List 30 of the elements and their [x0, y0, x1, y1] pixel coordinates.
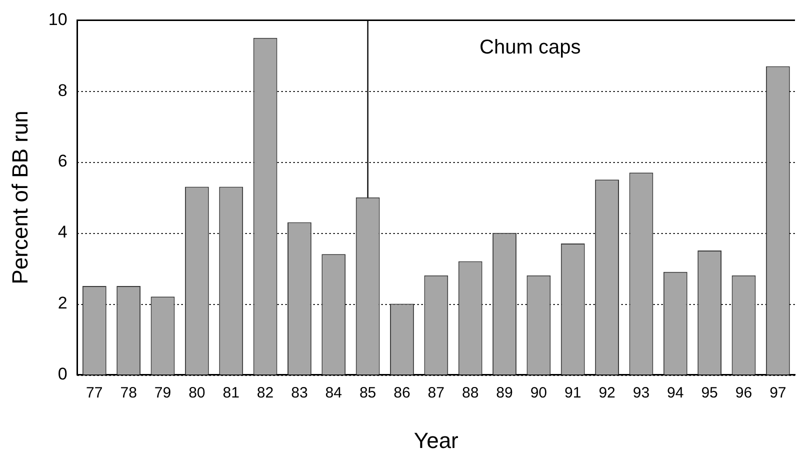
x-tick-label: 81 — [222, 384, 240, 402]
x-tick-label: 94 — [667, 384, 684, 402]
x-tick-label: 88 — [462, 384, 479, 402]
y-tick-label: 6 — [58, 152, 68, 171]
x-tick-label: 86 — [394, 384, 410, 402]
y-tick-label: 8 — [58, 80, 68, 100]
x-tick-label: 78 — [120, 384, 137, 402]
y-tick-label: 10 — [48, 10, 68, 29]
x-tick-label: 82 — [256, 384, 274, 402]
x-tick-label: 84 — [325, 384, 342, 402]
x-tick-label: 79 — [154, 384, 172, 402]
y-axis-title: Percent of BB run — [7, 110, 32, 284]
x-tick-label: 87 — [428, 384, 444, 402]
x-tick-label: 80 — [188, 384, 206, 402]
x-tick-label: 83 — [291, 384, 308, 402]
x-tick-label: 85 — [359, 384, 376, 402]
x-tick-label: 96 — [735, 384, 752, 402]
x-tick-label: 90 — [530, 384, 548, 402]
y-tick-label: 0 — [58, 364, 68, 384]
x-tick-label: 91 — [564, 384, 582, 402]
ref-line-label: Chum caps — [480, 36, 581, 59]
y-tick-label: 4 — [58, 222, 68, 242]
x-tick-label: 93 — [632, 384, 650, 402]
x-tick-label: 77 — [86, 384, 103, 402]
x-tick-label: 95 — [701, 384, 718, 402]
x-tick-label: 92 — [598, 384, 616, 402]
x-tick-label: 97 — [770, 384, 786, 402]
y-tick-label: 2 — [58, 293, 68, 312]
x-tick-label: 89 — [496, 384, 513, 402]
x-axis-title: Year — [414, 428, 458, 453]
